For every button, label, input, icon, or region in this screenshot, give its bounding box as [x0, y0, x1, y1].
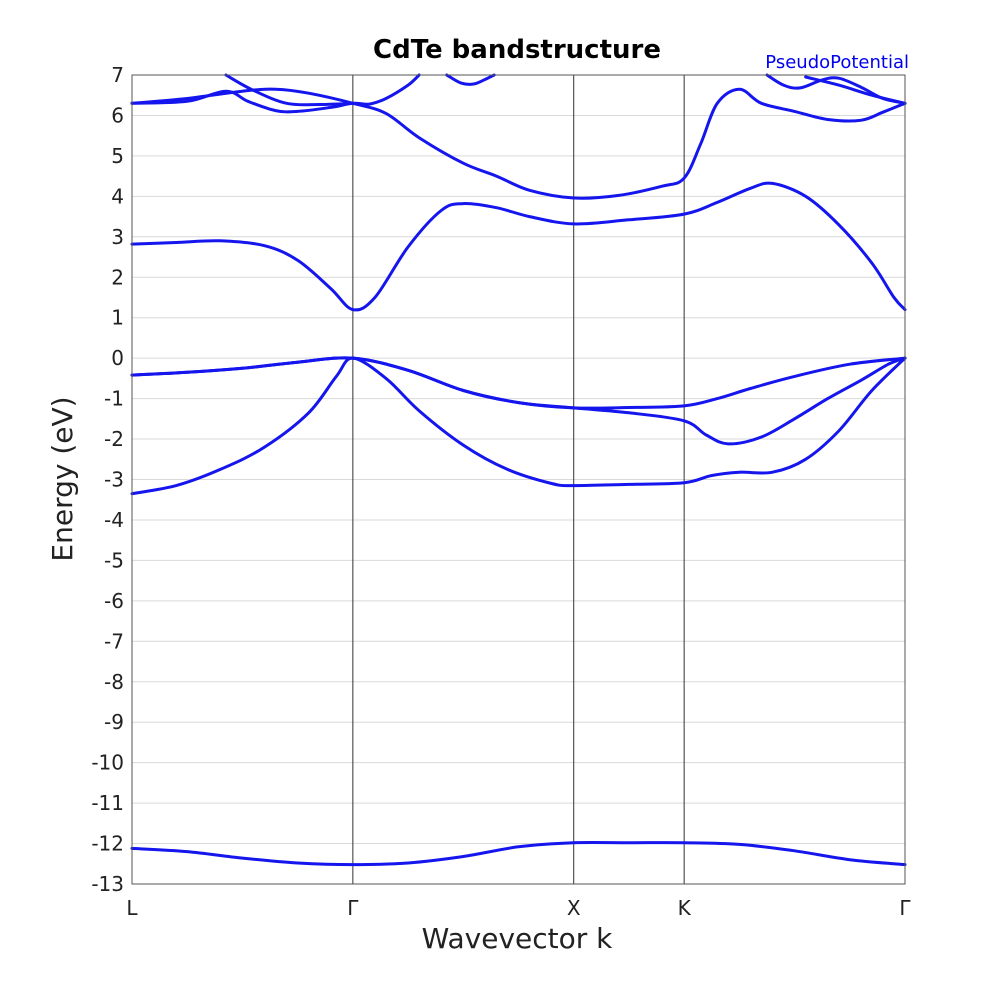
y-tick-label: 7: [111, 63, 124, 87]
band-line-7: [130, 73, 421, 114]
x-tick-label: X: [567, 896, 581, 920]
y-axis-label: Energy (eV): [46, 396, 79, 561]
x-tick-label: K: [678, 896, 692, 920]
band-line-3: [130, 356, 907, 410]
x-tick-label: L: [126, 896, 138, 920]
band-line-11: [804, 75, 907, 105]
k-point-lines: [352, 75, 685, 884]
y-tick-label: 5: [111, 144, 124, 168]
legend-label: PseudoPotential: [765, 52, 909, 73]
y-tick-label: -12: [91, 832, 124, 856]
band-line-1: [130, 840, 907, 867]
y-tick-label: 6: [111, 103, 124, 127]
y-tick-label: -8: [104, 670, 124, 694]
y-tick-label: -9: [104, 710, 124, 734]
y-tick-labels: 7 6 5 4 3 2 1 0 -1 -2 -3 -4 -5 -6 -7 -8 -9 -10 -11 -12 -13: [91, 63, 124, 896]
band-line-5: [130, 181, 907, 312]
y-tick-label: -11: [91, 791, 124, 815]
y-tick-label: -13: [91, 872, 124, 896]
y-tick-label: 1: [111, 306, 124, 330]
x-tick-label: Γ: [347, 896, 359, 920]
band-line-9: [445, 73, 496, 86]
y-tick-label: -6: [104, 589, 124, 613]
y-tick-label: 2: [111, 265, 124, 289]
y-tick-label: -3: [104, 468, 124, 492]
y-tick-label: -10: [91, 751, 124, 775]
y-tick-label: -7: [104, 629, 124, 653]
grid-layer: [132, 74, 905, 885]
y-tick-label: 4: [111, 184, 124, 208]
y-tick-label: 3: [111, 225, 124, 249]
x-tick-label: Γ: [899, 896, 911, 920]
y-tick-label: 0: [111, 346, 124, 370]
band-line-4: [130, 356, 907, 446]
y-tick-label: -5: [104, 548, 124, 572]
chart-title: CdTe bandstructure: [373, 35, 661, 65]
plot-frame: [131, 74, 906, 885]
band-line-8: [224, 73, 355, 107]
y-tick-label: -4: [104, 508, 124, 532]
y-tick-label: -2: [104, 427, 124, 451]
y-tick-label: -1: [104, 387, 124, 411]
band-series: [130, 73, 907, 867]
band-line-6: [130, 87, 907, 200]
x-axis-label: Wavevector k: [422, 922, 614, 955]
band-line-2: [130, 356, 907, 496]
